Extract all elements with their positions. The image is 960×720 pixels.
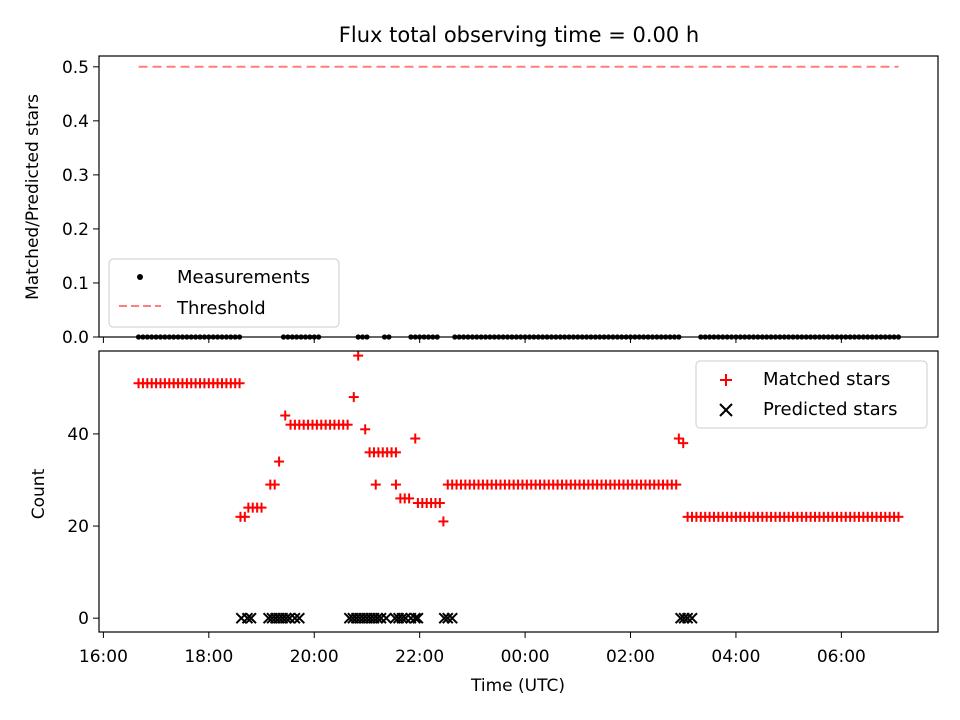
bottom-plot-area [133, 350, 904, 624]
matched-star-point [280, 410, 291, 421]
predicted-star-point [686, 612, 698, 624]
bottom-x-tick-label: 16:00 [79, 647, 128, 667]
bottom-x-tick-label: 20:00 [290, 647, 339, 667]
bottom-x-tick-label: 22:00 [395, 647, 444, 667]
bottom-y-axis: 0 20 40 [67, 425, 99, 629]
predicted-star-b [412, 612, 424, 624]
legend-measurements-label: Measurements [177, 267, 310, 288]
predicted-star-point [442, 612, 454, 624]
bottom-axes-frame [98, 350, 939, 633]
matched-star-point [274, 456, 285, 467]
legend-predicted-marker [719, 403, 733, 417]
bottom-x-tick-label: 06:00 [817, 647, 866, 667]
top-plot-area [135, 65, 902, 340]
matched-star-point [360, 424, 371, 435]
matched-star-point [234, 378, 245, 389]
legend-predicted-label: Predicted stars [763, 399, 897, 420]
matched-star-point [239, 511, 250, 522]
matched-star-point [353, 350, 364, 361]
matched-star-point [678, 438, 689, 449]
top-y-tick-label: 0.0 [62, 328, 89, 348]
matched-star-point [434, 498, 445, 509]
top-y-axis: 0.0 0.1 0.2 0.3 0.4 0.5 [62, 58, 99, 348]
predicted-star-point [380, 612, 392, 624]
matched-star-point [370, 479, 381, 490]
legend-threshold-label: Threshold [176, 298, 266, 319]
matched-star-point [893, 511, 904, 522]
top-legend: Measurements Threshold [108, 258, 340, 328]
predicted-star-point [446, 612, 458, 624]
bottom-legend-box [695, 360, 928, 429]
predicted-star-point [245, 612, 257, 624]
top-chart-title: Flux total observing time = 0.00 h [339, 23, 699, 47]
top-x-ticks [102, 337, 842, 343]
predicted-star-b [293, 612, 306, 624]
matched-star-point [404, 493, 415, 504]
matched-star-point [348, 392, 359, 403]
predicted-star-point [409, 612, 421, 624]
predicted-star-b [380, 612, 392, 624]
matched-star-point [390, 479, 401, 490]
legend-measurements-marker [137, 274, 143, 280]
matched-star-point [342, 419, 353, 430]
predicted-star-b [396, 612, 408, 624]
predicted-star-point [412, 612, 424, 624]
top-y-tick-label: 0.3 [62, 166, 89, 186]
bottom-y-axis-label: Count [29, 468, 49, 519]
top-legend-box [108, 258, 340, 328]
predicted-star-point [289, 612, 301, 624]
top-axes-frame [98, 55, 939, 338]
predicted-star-b [245, 612, 257, 624]
predicted-star-b [289, 612, 301, 624]
legend-matched-marker [720, 374, 732, 386]
bottom-legend: Matched stars Predicted stars [695, 360, 928, 429]
predicted-star-point [371, 612, 384, 624]
predicted-star-b [280, 612, 292, 624]
legend-matched-label: Matched stars [763, 369, 890, 390]
predicted-star-b [241, 612, 254, 624]
bottom-y-tick-label: 40 [67, 425, 89, 445]
predicted-star-point [681, 612, 694, 624]
matched-star-point [256, 502, 267, 513]
predicted-star-b [446, 612, 458, 624]
predicted-star-point [241, 612, 254, 624]
top-y-tick-label: 0.1 [62, 274, 89, 294]
matched-star-point [390, 447, 401, 458]
matched-star-point [410, 433, 421, 444]
bottom-x-axis: 16:00 18:00 20:00 22:00 00:00 02:00 04:00 06:00 [79, 632, 866, 667]
predicted-star-point [280, 612, 292, 624]
predicted-star-b [681, 612, 694, 624]
top-y-tick-label: 0.5 [62, 58, 89, 78]
bottom-x-axis-label: Time (UTC) [470, 676, 565, 696]
predicted-star-b [442, 612, 454, 624]
predicted-star-point [396, 612, 408, 624]
matched-star-point [438, 516, 449, 527]
bottom-x-tick-label: 18:00 [184, 647, 233, 667]
bottom-y-tick-label: 20 [67, 517, 89, 537]
bottom-y-tick-label: 0 [78, 609, 89, 629]
bottom-x-tick-label: 00:00 [501, 647, 550, 667]
predicted-star-b [686, 612, 698, 624]
matched-star-point [269, 479, 280, 490]
predicted-star-point [293, 612, 306, 624]
matched-star-point [671, 479, 682, 490]
bottom-x-tick-label: 02:00 [606, 647, 655, 667]
top-y-tick-label: 0.2 [62, 220, 89, 240]
matched-star-point [673, 433, 684, 444]
predicted-star-b [409, 612, 421, 624]
bottom-x-tick-label: 04:00 [711, 647, 760, 667]
top-y-tick-label: 0.4 [62, 112, 89, 132]
top-y-axis-label: Matched/Predicted stars [23, 94, 43, 300]
predicted-star-b [371, 612, 384, 624]
